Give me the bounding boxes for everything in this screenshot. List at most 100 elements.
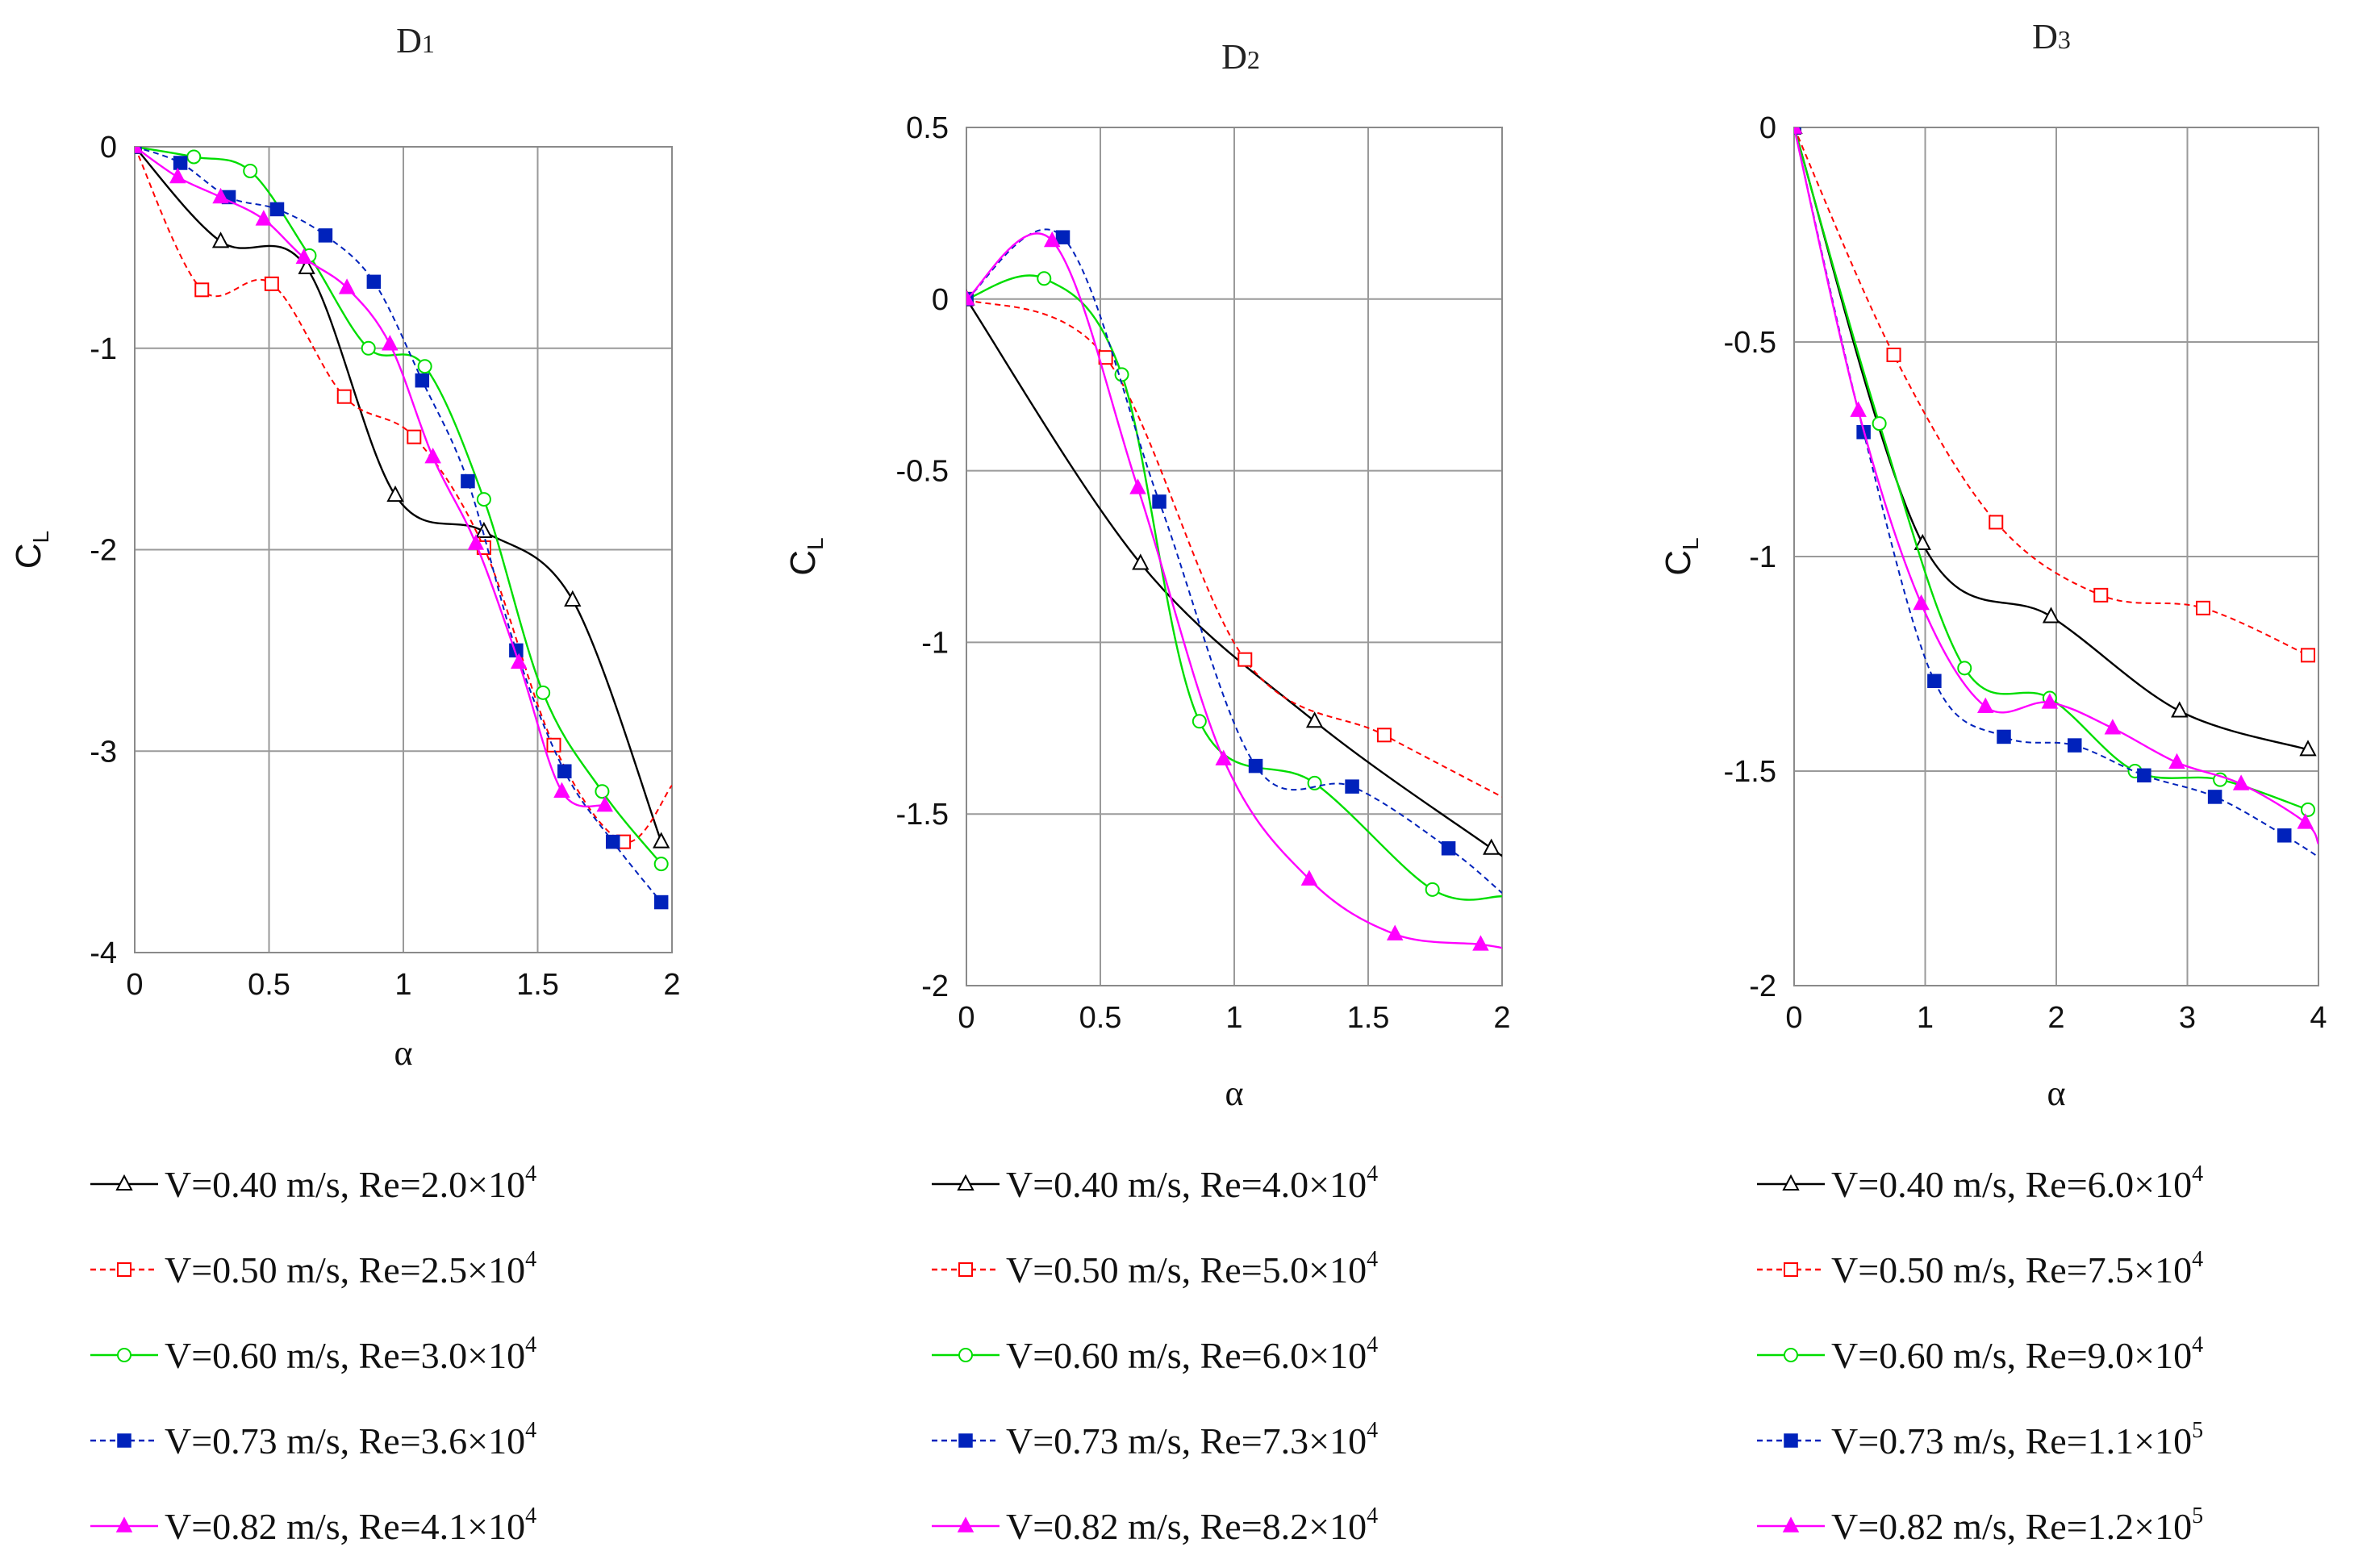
legend-marker <box>957 1516 975 1533</box>
data-point <box>2171 701 2189 718</box>
y-tick-label: -4 <box>90 936 117 970</box>
data-point <box>2232 774 2250 790</box>
legend-label: V=0.50 m/s, Re=7.5×104 <box>1831 1247 2203 1291</box>
legend-label-text: V=0.60 m/s, Re=6.0×10 <box>1006 1335 1367 1376</box>
data-point <box>1043 231 1061 248</box>
data-point <box>1307 775 1322 790</box>
data-point <box>564 590 582 607</box>
data-point <box>2068 738 2082 753</box>
data-point <box>2042 607 2060 623</box>
legend-entry: V=0.82 m/s, Re=4.1×104 <box>90 1503 536 1547</box>
legend-label-exponent: 4 <box>525 1418 536 1443</box>
y-axis-label: CL <box>783 537 828 575</box>
data-point <box>1386 924 1404 940</box>
data-point <box>1215 749 1232 765</box>
data-point <box>366 274 382 290</box>
data-point <box>2301 802 2315 817</box>
legend-label: V=0.82 m/s, Re=1.2×105 <box>1831 1503 2203 1547</box>
legend-marker <box>1782 1174 1800 1191</box>
data-point <box>2104 719 2122 735</box>
data-point <box>417 359 432 374</box>
legend-entry: V=0.60 m/s, Re=6.0×104 <box>932 1332 1378 1376</box>
legend-label-exponent: 4 <box>525 1247 536 1272</box>
legend-label: V=0.60 m/s, Re=6.0×104 <box>1006 1332 1378 1376</box>
x-tick-label: 1 <box>394 968 411 1002</box>
data-point <box>546 737 561 753</box>
legend-label-text: V=0.82 m/s, Re=4.1×10 <box>165 1506 525 1547</box>
series-line <box>966 298 1502 857</box>
x-tick-label: 2 <box>2047 1001 2064 1035</box>
series-2 <box>135 147 672 849</box>
legend-label: V=0.40 m/s, Re=6.0×104 <box>1831 1161 2203 1205</box>
data-point <box>461 473 475 489</box>
data-point <box>264 276 279 291</box>
data-point <box>318 228 333 243</box>
legend-entry: V=0.73 m/s, Re=1.1×105 <box>1757 1418 2203 1462</box>
legend-entry: V=0.73 m/s, Re=3.6×104 <box>90 1418 536 1462</box>
legend-label-text: V=0.40 m/s, Re=4.0×10 <box>1006 1164 1367 1205</box>
data-point <box>2041 693 2059 709</box>
data-point <box>1997 729 2011 744</box>
y-tick-label: 0 <box>932 283 949 317</box>
data-point <box>1237 652 1253 667</box>
data-point <box>653 895 669 910</box>
series-line <box>966 274 1502 901</box>
legend-marker <box>958 1262 973 1277</box>
data-point <box>255 210 273 226</box>
data-point <box>1989 515 2004 530</box>
y-tick-label: -1 <box>90 332 117 366</box>
data-point <box>1300 869 1318 886</box>
data-point <box>336 389 352 404</box>
data-point <box>1037 271 1052 286</box>
chart-title: D1 <box>396 21 435 60</box>
data-point <box>2299 740 2317 757</box>
x-tick-label: 4 <box>2310 1001 2327 1035</box>
data-point <box>553 782 570 798</box>
data-point <box>2277 828 2292 843</box>
data-point <box>1483 838 1500 855</box>
legend-label: V=0.60 m/s, Re=9.0×104 <box>1831 1332 2203 1376</box>
x-tick-label: 1 <box>1225 1001 1242 1035</box>
legend-label: V=0.50 m/s, Re=5.0×104 <box>1006 1247 1378 1291</box>
legend-label-exponent: 4 <box>2192 1332 2203 1357</box>
y-axis-label-sub: L <box>1678 537 1703 550</box>
legend-label-exponent: 4 <box>1367 1503 1378 1528</box>
series-4 <box>135 147 669 910</box>
data-point <box>212 187 229 204</box>
legend-entry: V=0.40 m/s, Re=6.0×104 <box>1757 1161 2203 1205</box>
legend-label-text: V=0.50 m/s, Re=5.0×10 <box>1006 1249 1367 1291</box>
legend-label-exponent: 4 <box>525 1332 536 1357</box>
data-point <box>269 202 285 217</box>
legend-label-exponent: 4 <box>1367 1418 1378 1443</box>
legend-label-exponent: 4 <box>2192 1247 2203 1272</box>
series-3 <box>966 271 1502 901</box>
legend-entry: V=0.60 m/s, Re=3.0×104 <box>90 1332 536 1376</box>
x-axis-label: α <box>394 1033 412 1073</box>
data-point <box>653 857 669 872</box>
series-5 <box>1794 127 2318 845</box>
chart-title-main: D <box>1221 37 1247 77</box>
x-tick-label: 2 <box>1493 1001 1510 1035</box>
series-line <box>135 147 606 808</box>
legend-label-text: V=0.40 m/s, Re=6.0×10 <box>1831 1164 2192 1205</box>
legend-label: V=0.73 m/s, Re=3.6×104 <box>165 1418 536 1462</box>
y-tick-label: -2 <box>921 970 949 1003</box>
data-point <box>415 373 430 388</box>
data-point <box>295 248 313 265</box>
data-point <box>2168 753 2185 769</box>
data-point <box>2137 768 2151 783</box>
data-point <box>169 167 186 184</box>
data-point <box>1441 841 1456 856</box>
data-point <box>1850 401 1867 417</box>
data-point <box>1376 728 1392 743</box>
series-2 <box>966 291 1502 798</box>
x-tick-label: 3 <box>2179 1001 2196 1035</box>
data-point <box>605 834 620 849</box>
data-point <box>1927 673 1942 689</box>
y-tick-label: 0 <box>100 131 117 165</box>
legend-label-text: V=0.60 m/s, Re=9.0×10 <box>1831 1335 2192 1376</box>
plot-frame <box>134 146 673 953</box>
data-point <box>1132 553 1150 570</box>
